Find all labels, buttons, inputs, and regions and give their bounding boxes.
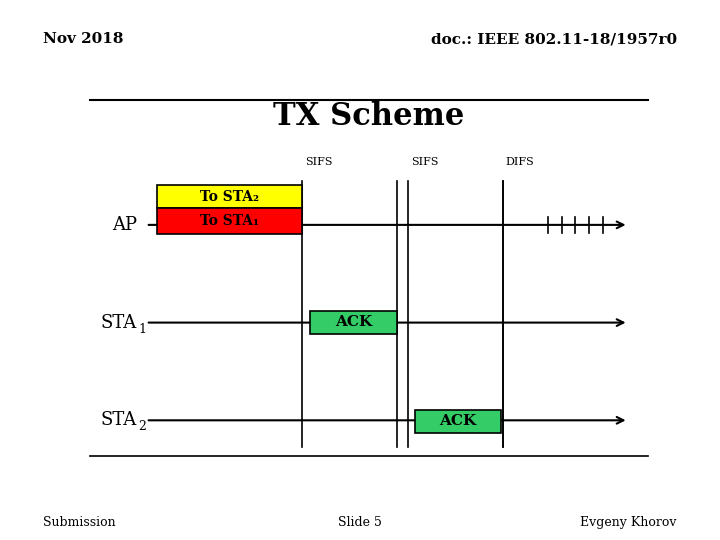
Text: SIFS: SIFS bbox=[411, 157, 438, 167]
Text: To STA₂: To STA₂ bbox=[200, 190, 259, 204]
FancyBboxPatch shape bbox=[415, 410, 501, 433]
FancyBboxPatch shape bbox=[157, 185, 302, 208]
Text: ACK: ACK bbox=[335, 315, 372, 329]
FancyBboxPatch shape bbox=[310, 311, 397, 334]
Text: STA: STA bbox=[100, 314, 136, 332]
Text: Submission: Submission bbox=[43, 516, 116, 529]
Text: 2: 2 bbox=[138, 421, 146, 434]
Text: AP: AP bbox=[112, 216, 138, 234]
Text: Nov 2018: Nov 2018 bbox=[43, 32, 124, 46]
Text: doc.: IEEE 802.11-18/1957r0: doc.: IEEE 802.11-18/1957r0 bbox=[431, 32, 677, 46]
Text: To STA₁: To STA₁ bbox=[200, 214, 259, 228]
Text: Evgeny Khorov: Evgeny Khorov bbox=[580, 516, 677, 529]
Text: 1: 1 bbox=[138, 323, 147, 336]
Text: DIFS: DIFS bbox=[505, 157, 534, 167]
Text: Slide 5: Slide 5 bbox=[338, 516, 382, 529]
Text: SIFS: SIFS bbox=[305, 157, 333, 167]
Text: STA: STA bbox=[100, 411, 136, 429]
Text: ACK: ACK bbox=[439, 414, 477, 428]
Text: TX Scheme: TX Scheme bbox=[274, 102, 464, 132]
FancyBboxPatch shape bbox=[157, 208, 302, 234]
